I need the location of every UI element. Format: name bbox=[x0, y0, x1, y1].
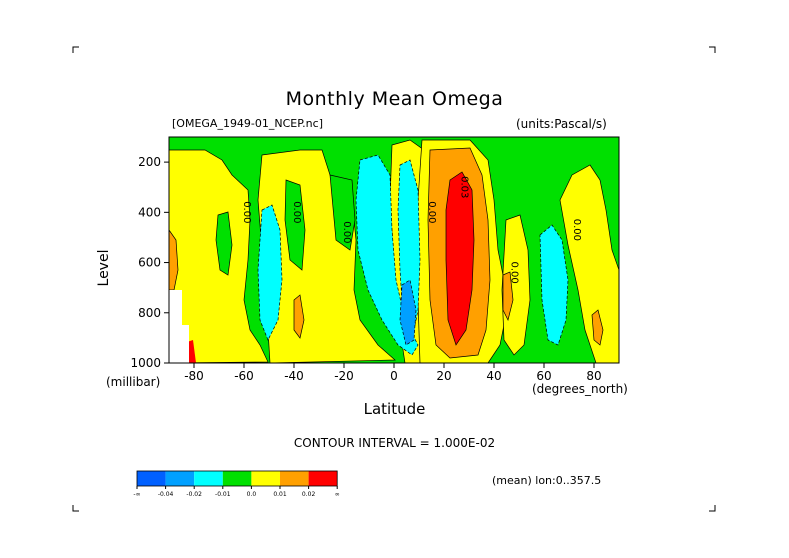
y-tick-label: 800 bbox=[138, 306, 161, 320]
contour-label: 0.00 bbox=[426, 201, 437, 223]
colorbar-swatch bbox=[194, 471, 223, 486]
fill-orange-s50 bbox=[293, 294, 305, 339]
missing-data-2 bbox=[169, 325, 189, 363]
contour-fill bbox=[169, 137, 619, 363]
colorbar-swatch bbox=[251, 471, 280, 486]
fill-green-s20 bbox=[329, 174, 356, 251]
colorbar-label: -0.04 bbox=[158, 491, 174, 498]
contour-labels: 0.00 0.00 0.00 0.00 0.03 0.00 0.00 bbox=[241, 176, 582, 284]
corner-mark-tr bbox=[709, 46, 716, 53]
colorbar-swatch bbox=[222, 471, 252, 486]
x-tick-label: -60 bbox=[234, 369, 254, 383]
fill-green-s60 bbox=[215, 211, 233, 276]
corner-mark-bl bbox=[72, 505, 79, 512]
y-axis: 200 400 600 800 1000 bbox=[130, 155, 169, 370]
fill-orange-n80 bbox=[591, 309, 604, 346]
x-axis-unit: (degrees_north) bbox=[532, 382, 628, 396]
x-tick-label: -40 bbox=[284, 369, 304, 383]
y-tick-label: 400 bbox=[138, 205, 161, 219]
fill-red-s80 bbox=[187, 340, 196, 363]
colorbar-swatch bbox=[280, 471, 309, 486]
colorbar-label: 0.02 bbox=[302, 491, 316, 498]
x-axis: -80 -60 -40 -20 0 20 40 60 80 bbox=[184, 363, 602, 383]
colorbar-label: -∞ bbox=[133, 491, 140, 498]
dataset-label: [OMEGA_1949-01_NCEP.nc] bbox=[172, 117, 323, 130]
x-tick-label: 60 bbox=[536, 369, 551, 383]
y-axis-unit: (millibar) bbox=[106, 375, 161, 389]
fill-yellow-northpole bbox=[559, 164, 619, 363]
fill-green-s30 bbox=[284, 179, 306, 271]
contour-label: 0.03 bbox=[459, 176, 470, 198]
x-axis-title: Latitude bbox=[363, 400, 426, 418]
contour-label: 0.00 bbox=[509, 261, 520, 283]
fill-orange-n40 bbox=[502, 271, 514, 322]
contour-label: 0.00 bbox=[571, 219, 582, 241]
corner-mark-tl bbox=[72, 46, 79, 53]
fill-cyan-n60 bbox=[539, 224, 569, 346]
chart-title: Monthly Mean Omega bbox=[285, 88, 504, 110]
fill-orange-s80 bbox=[169, 229, 179, 291]
colorbar-label: -0.01 bbox=[215, 491, 231, 498]
colorbar: -∞ -0.04 -0.02 -0.01 0.0 0.01 0.02 ∞ bbox=[133, 470, 340, 498]
fill-cyan-s60 bbox=[257, 204, 283, 341]
colorbar-label: 0.01 bbox=[273, 491, 287, 498]
y-tick-label: 1000 bbox=[130, 356, 161, 370]
colorbar-swatch bbox=[308, 471, 338, 486]
contour-interval-label: CONTOUR INTERVAL = 1.000E-02 bbox=[293, 436, 496, 450]
colorbar-swatch bbox=[137, 471, 166, 486]
y-tick-label: 600 bbox=[138, 256, 161, 270]
x-tick-label: 0 bbox=[390, 369, 398, 383]
y-axis-title: Level bbox=[96, 249, 112, 287]
mean-note: (mean) lon:0..357.5 bbox=[492, 474, 602, 487]
corner-mark-br bbox=[709, 505, 716, 512]
fill-red-n25 bbox=[445, 171, 475, 346]
contour-label: 0.00 bbox=[291, 201, 302, 223]
x-tick-label: 80 bbox=[586, 369, 601, 383]
y-tick-label: 200 bbox=[138, 155, 161, 169]
x-tick-label: -20 bbox=[334, 369, 354, 383]
colorbar-label: ∞ bbox=[335, 491, 340, 498]
contour-label: 0.00 bbox=[241, 201, 252, 223]
fill-blue-eq bbox=[399, 279, 417, 346]
fill-cyan-eq bbox=[355, 154, 419, 356]
contour-label: 0.00 bbox=[341, 221, 352, 243]
colorbar-swatch bbox=[165, 471, 195, 486]
x-tick-label: -80 bbox=[184, 369, 204, 383]
colorbar-label: 0.0 bbox=[247, 491, 257, 498]
x-tick-label: 20 bbox=[436, 369, 451, 383]
units-label: (units:Pascal/s) bbox=[516, 117, 607, 131]
colorbar-frame bbox=[136, 470, 338, 487]
x-tick-label: 40 bbox=[486, 369, 501, 383]
colorbar-label: -0.02 bbox=[186, 491, 202, 498]
